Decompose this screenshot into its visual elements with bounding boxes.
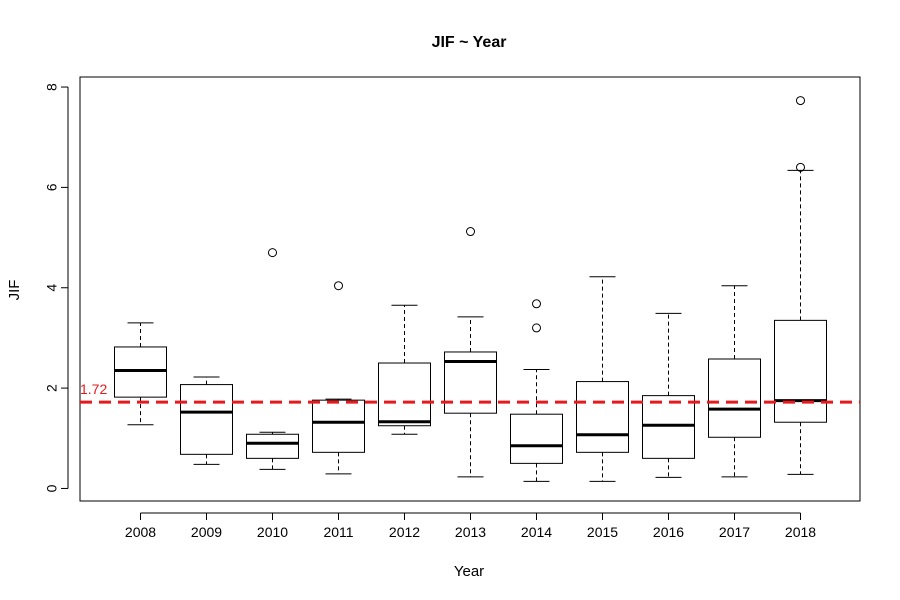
outlier-point	[796, 96, 805, 106]
x-tick-label: 2012	[389, 524, 420, 540]
outlier-point	[466, 227, 475, 237]
outlier-point	[334, 281, 343, 291]
reference-line-group: 1.72	[80, 381, 860, 404]
x-tick-label: 2018	[785, 524, 816, 540]
x-tick-label: 2009	[191, 524, 222, 540]
x-tick-label: 2015	[587, 524, 618, 540]
box-rect	[774, 319, 827, 423]
y-tick-label: 2	[44, 384, 60, 392]
x-tick-label: 2008	[125, 524, 156, 540]
outlier-point	[268, 248, 277, 258]
box-rect	[576, 381, 629, 453]
y-tick-label: 6	[44, 183, 60, 191]
box-2016	[642, 312, 695, 478]
plot-frame	[79, 76, 861, 502]
outlier-point	[532, 323, 541, 333]
y-axis: 0 2 4 6 8	[44, 83, 69, 492]
box-2008	[114, 322, 167, 426]
box-rect	[642, 395, 695, 459]
box-series	[114, 96, 827, 482]
box-2017	[708, 285, 761, 478]
x-tick-label: 2013	[455, 524, 486, 540]
reference-line-label: 1.72	[80, 381, 107, 397]
box-rect	[114, 346, 167, 398]
box-rect	[312, 399, 365, 453]
box-2015	[576, 276, 629, 482]
x-axis: 2008 2009 2010 2011 2012 2013 2014 2015 2016 2017…	[125, 512, 816, 540]
y-tick-label: 8	[44, 83, 60, 91]
outlier-point	[532, 299, 541, 309]
box-rect	[246, 433, 299, 459]
box-2009	[180, 376, 233, 465]
chart-title: JIF ~ Year	[432, 34, 507, 51]
x-axis-label: Year	[454, 563, 484, 580]
box-rect	[180, 384, 233, 455]
x-tick-label: 2016	[653, 524, 684, 540]
box-2018	[774, 96, 827, 475]
box-rect	[510, 413, 563, 464]
x-tick-label: 2014	[521, 524, 552, 540]
y-tick-label: 0	[44, 484, 60, 492]
box-2013	[444, 227, 497, 478]
box-2010	[246, 248, 299, 470]
box-2012	[378, 304, 431, 435]
x-tick-label: 2010	[257, 524, 288, 540]
x-tick-label: 2011	[323, 524, 353, 540]
box-2011	[312, 281, 365, 475]
box-2014	[510, 299, 563, 482]
outlier-point	[796, 162, 805, 172]
box-rect	[378, 362, 431, 427]
y-axis-label: JIF	[6, 280, 23, 301]
box-rect	[708, 358, 761, 438]
y-tick-label: 4	[44, 284, 60, 292]
x-tick-label: 2017	[719, 524, 750, 540]
